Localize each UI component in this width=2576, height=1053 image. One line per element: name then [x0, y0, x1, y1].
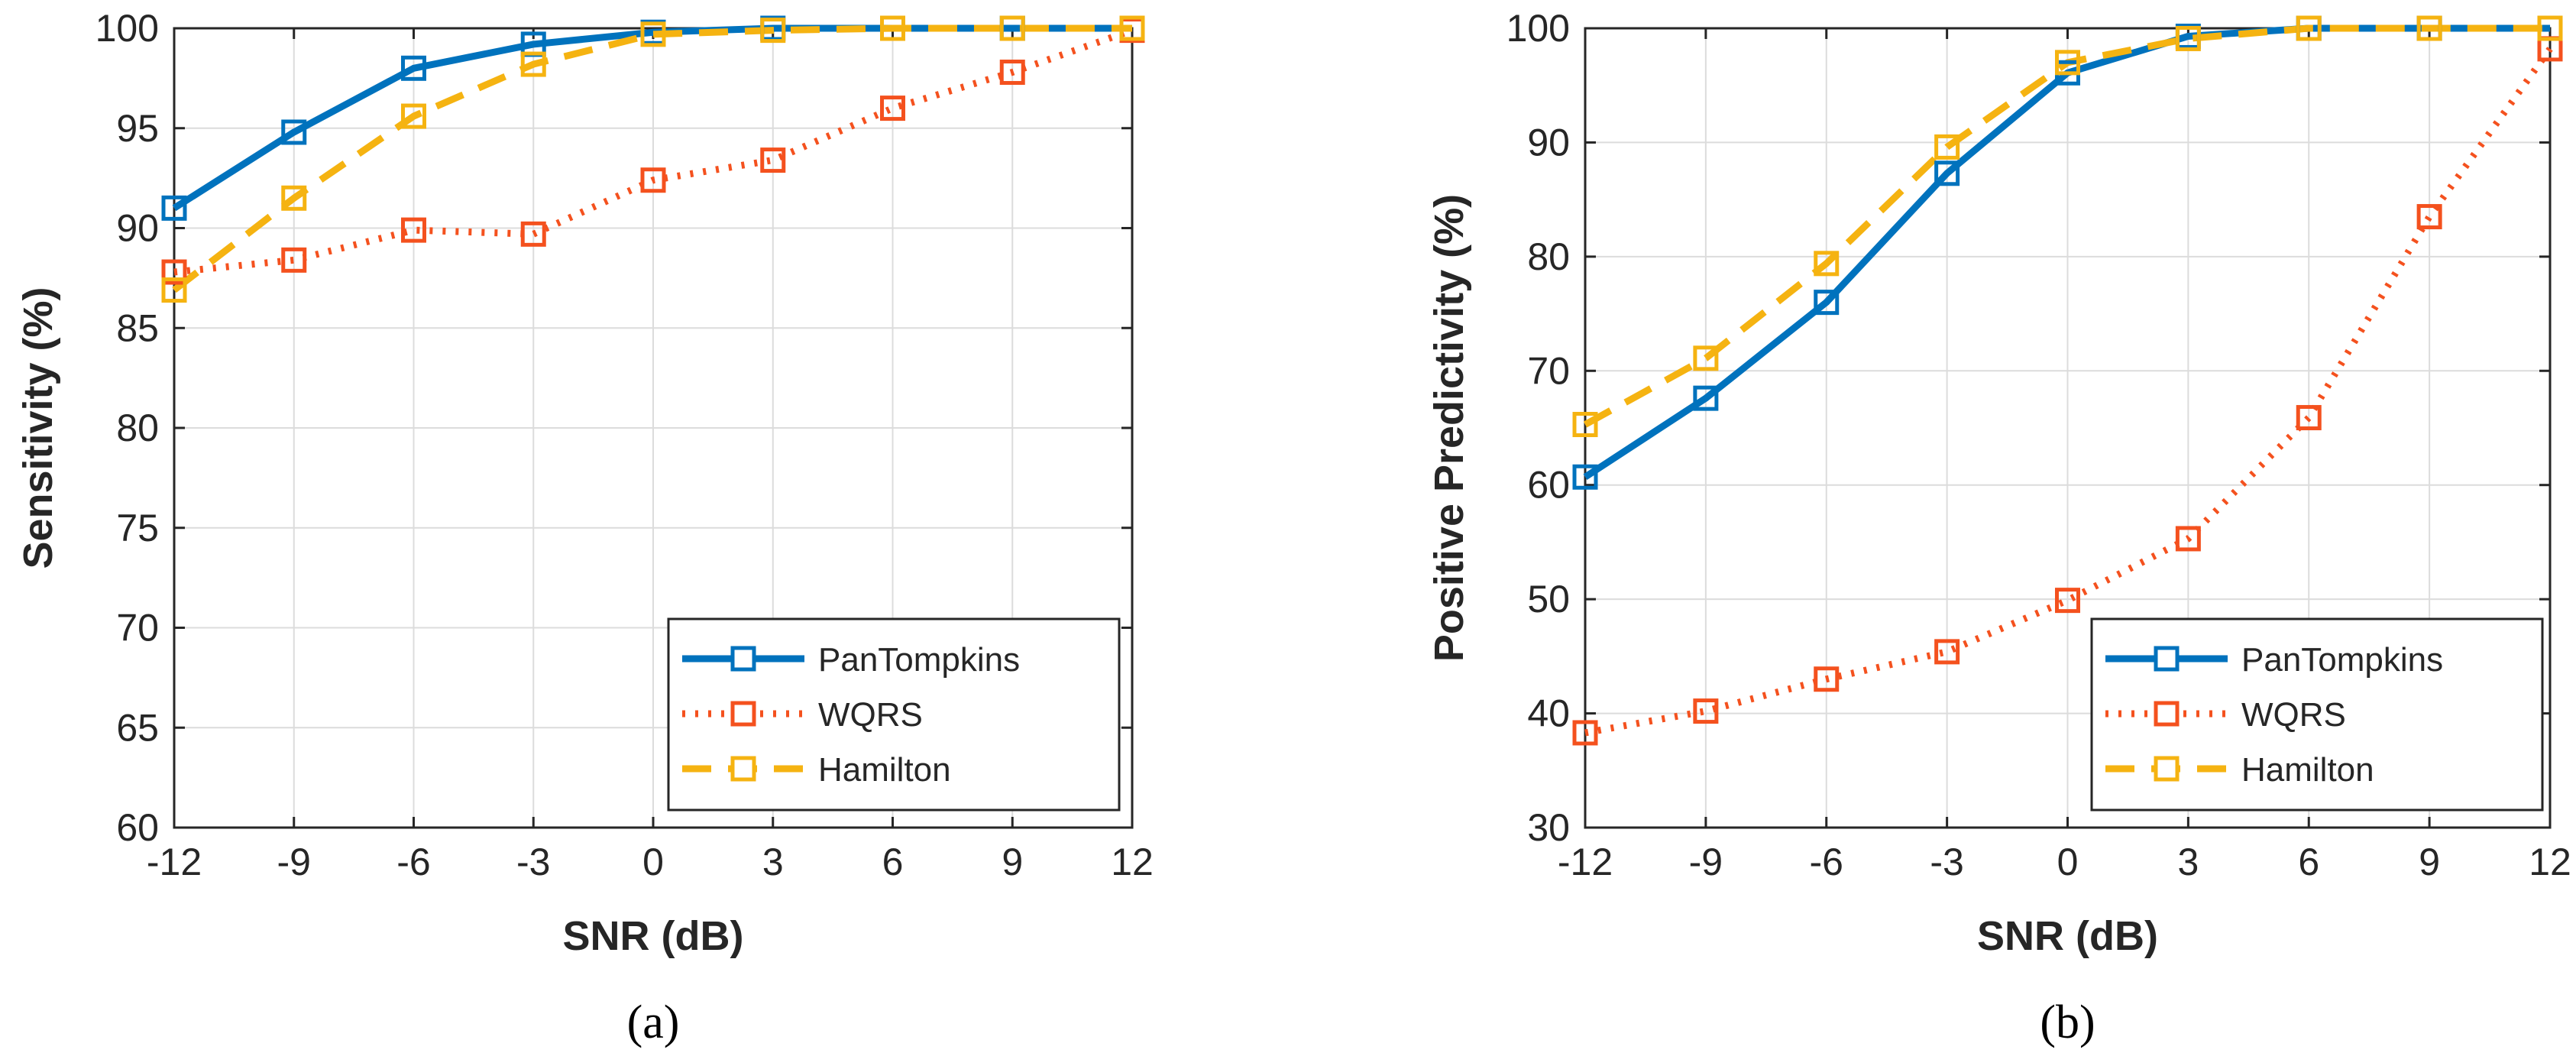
- data-point-wqrs: [1814, 666, 1840, 692]
- legend-marker-wqrs: [2154, 701, 2180, 727]
- legend-label: Hamilton: [818, 751, 951, 789]
- data-point-hamilton: [520, 51, 546, 77]
- data-point-pantompkins: [401, 55, 426, 81]
- x-tick-label: 0: [642, 841, 664, 883]
- panel-label: (a): [627, 996, 680, 1048]
- y-tick-label: 90: [116, 207, 159, 250]
- data-point-hamilton: [1934, 134, 1960, 160]
- panel-label: (b): [2040, 996, 2095, 1048]
- data-point-wqrs: [760, 147, 786, 173]
- y-tick-label: 80: [1527, 235, 1570, 278]
- y-tick-label: 30: [1527, 806, 1570, 849]
- data-point-hamilton: [2416, 15, 2442, 41]
- data-point-hamilton: [161, 277, 187, 303]
- y-axis-label: Sensitivity (%): [15, 287, 61, 569]
- data-point-wqrs: [281, 247, 307, 273]
- y-tick-label: 100: [1506, 7, 1570, 50]
- y-tick-label: 95: [116, 107, 159, 150]
- legend-label: WQRS: [2241, 696, 2346, 734]
- y-tick-label: 50: [1527, 578, 1570, 620]
- chart-panel-b: -12 -9 -6 -3 0 3 6 9 12 30 40 50 60 70 80 90 100 SNR (dB)…: [1426, 7, 2571, 1048]
- data-point-wqrs: [640, 167, 666, 193]
- data-point-hamilton: [2537, 15, 2563, 41]
- legend-label: WQRS: [818, 696, 923, 734]
- chart-panel-a: -12 -9 -6 -3 0 3 6 9 12 60 65 70 75 80 85 90 95 100 SNR (d…: [15, 7, 1154, 1048]
- x-axis-label: SNR (dB): [563, 913, 744, 959]
- y-tick-label: 85: [116, 306, 159, 349]
- legend-label: PanTompkins: [818, 641, 1020, 679]
- x-tick-label: 9: [2419, 841, 2440, 883]
- data-point-hamilton: [401, 103, 426, 129]
- x-tick-label: -6: [1810, 841, 1843, 883]
- data-point-wqrs: [161, 259, 187, 285]
- x-tick-label: 3: [762, 841, 784, 883]
- x-tick-label: -3: [516, 841, 550, 883]
- legend-marker-hamilton: [730, 756, 756, 782]
- data-point-pantompkins: [1693, 385, 1719, 411]
- y-tick-label: 70: [116, 607, 159, 650]
- data-point-wqrs: [2416, 204, 2442, 230]
- legend-marker-wqrs: [730, 701, 756, 727]
- series-line-wqrs: [173, 27, 1134, 276]
- y-tick-label: 70: [1527, 349, 1570, 392]
- data-point-hamilton: [1693, 345, 1719, 371]
- legend-label: Hamilton: [2241, 751, 2374, 789]
- y-tick-label: 90: [1527, 121, 1570, 164]
- data-point-hamilton: [1814, 251, 1840, 277]
- x-axis-label: SNR (dB): [1977, 913, 2158, 959]
- data-point-hamilton: [1119, 15, 1145, 41]
- x-tick-label: -12: [1558, 841, 1613, 883]
- x-tick-label: 12: [1111, 841, 1154, 883]
- y-tick-label: 60: [1527, 464, 1570, 507]
- data-point-wqrs: [1572, 720, 1598, 746]
- y-tick-label: 60: [116, 806, 159, 849]
- data-point-wqrs: [1693, 698, 1719, 724]
- y-tick-label: 65: [116, 706, 159, 749]
- x-tick-label: -6: [396, 841, 430, 883]
- y-tick-label: 80: [116, 407, 159, 449]
- data-point-pantompkins: [281, 119, 307, 145]
- x-tick-label: -9: [277, 841, 311, 883]
- data-point-hamilton: [760, 18, 786, 44]
- data-point-hamilton: [640, 21, 666, 47]
- x-tick-label: 3: [2177, 841, 2199, 883]
- data-point-wqrs: [2296, 405, 2322, 431]
- data-point-pantompkins: [161, 195, 187, 221]
- y-tick-label: 100: [95, 7, 159, 50]
- y-tick-label: 40: [1527, 692, 1570, 735]
- data-point-hamilton: [880, 15, 905, 41]
- y-axis-label: Positive Predictivity (%): [1426, 194, 1472, 662]
- data-point-pantompkins: [1814, 290, 1840, 316]
- x-tick-label: 12: [2529, 841, 2571, 883]
- data-point-pantompkins: [1934, 160, 1960, 186]
- data-point-pantompkins: [1572, 464, 1598, 490]
- x-tick-label: -3: [1930, 841, 1963, 883]
- x-tick-label: 9: [1002, 841, 1023, 883]
- data-point-hamilton: [999, 15, 1025, 41]
- legend-marker-hamilton: [2154, 756, 2180, 782]
- legend-label: PanTompkins: [2241, 641, 2443, 679]
- y-tick-label: 75: [116, 507, 159, 549]
- data-point-wqrs: [2055, 588, 2080, 614]
- legend-marker-pantompkins: [730, 646, 756, 672]
- x-tick-label: 6: [882, 841, 904, 883]
- data-point-wqrs: [401, 217, 426, 243]
- data-point-hamilton: [1572, 412, 1598, 438]
- data-point-hamilton: [281, 185, 307, 211]
- data-point-wqrs: [999, 60, 1025, 86]
- data-point-hamilton: [2175, 25, 2201, 51]
- data-point-hamilton: [2296, 15, 2322, 41]
- x-tick-label: -9: [1689, 841, 1723, 883]
- series-line-hamilton: [172, 24, 1132, 293]
- x-tick-label: 0: [2057, 841, 2079, 883]
- data-point-wqrs: [520, 221, 546, 247]
- x-tick-label: -12: [147, 841, 202, 883]
- data-point-wqrs: [880, 96, 905, 122]
- legend-marker-pantompkins: [2154, 646, 2180, 672]
- data-point-wqrs: [1934, 639, 1960, 665]
- data-point-hamilton: [2055, 50, 2080, 76]
- x-tick-label: 6: [2298, 841, 2319, 883]
- data-point-wqrs: [2175, 526, 2201, 552]
